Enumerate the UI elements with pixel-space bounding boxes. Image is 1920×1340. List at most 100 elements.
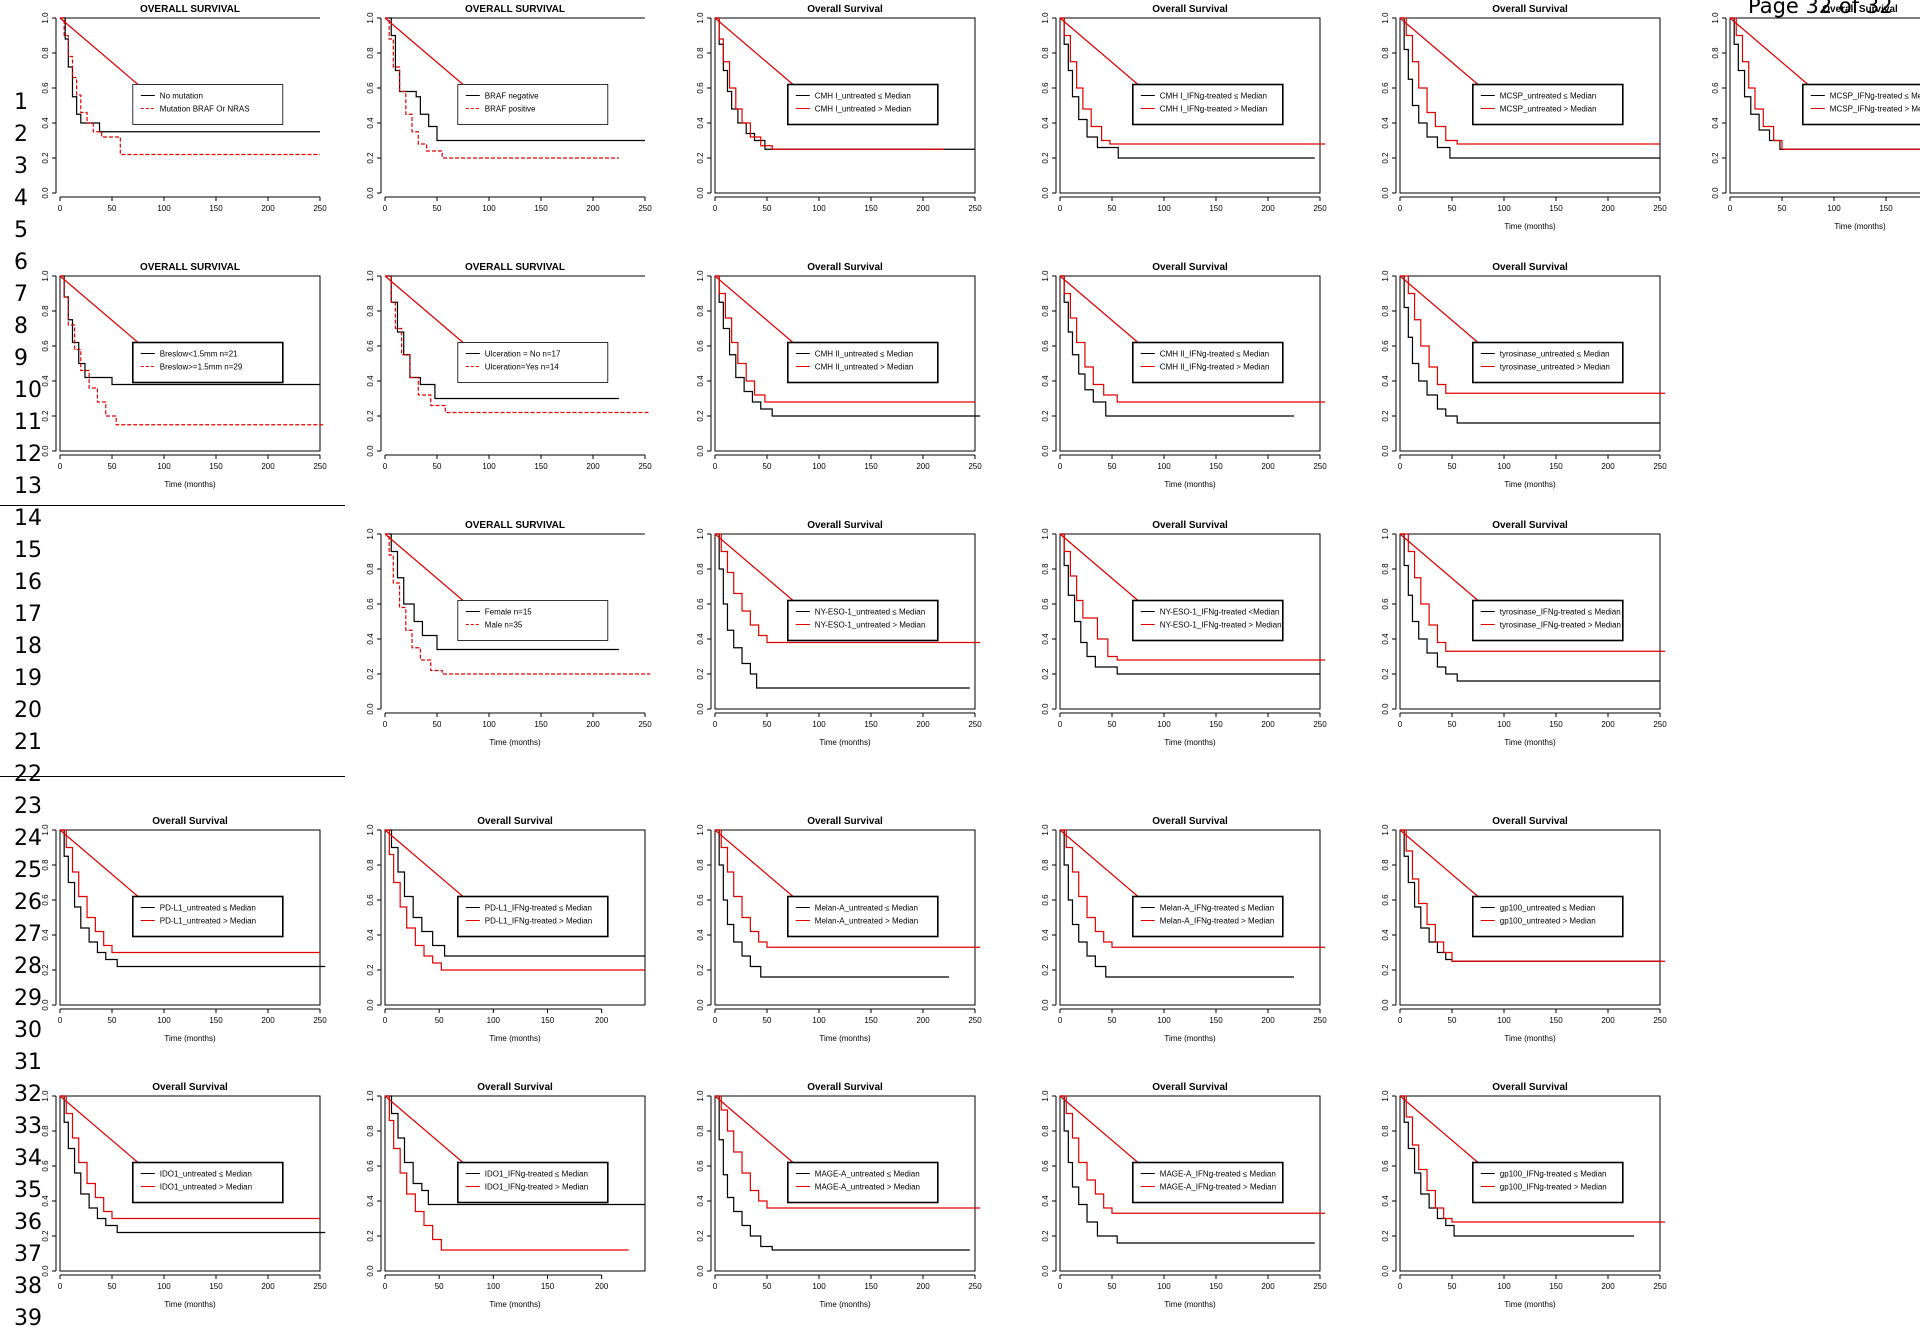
median-guide-line [1059, 829, 1139, 897]
y-tick-label: 0.0 [1041, 1265, 1050, 1277]
x-axis-label: Time (months) [164, 480, 216, 489]
x-tick-label: 0 [58, 1282, 63, 1291]
line-number: 17 [14, 602, 42, 627]
y-tick-label: 0.0 [366, 999, 375, 1011]
x-tick-label: 50 [433, 720, 442, 729]
x-tick-label: 250 [1653, 1282, 1667, 1291]
x-tick-label: 100 [157, 1282, 171, 1291]
survival-chart: Overall Survival 0 50 100 150 200 250 Time (mon… [696, 1082, 982, 1309]
legend-box [787, 895, 939, 938]
y-tick-label: 0.2 [1041, 964, 1050, 976]
line-number: 21 [14, 730, 42, 755]
y-tick-label: 1.0 [1041, 528, 1050, 540]
x-tick-label: 200 [261, 1016, 275, 1025]
legend-label: Melan-A_IFNg-treated > Median [1160, 917, 1275, 926]
plot-frame [1059, 17, 1321, 194]
x-tick-label: 250 [313, 462, 327, 471]
y-tick-label: 0.8 [1041, 47, 1050, 59]
y-tick-label: 0.2 [1381, 152, 1390, 164]
median-guide-line [714, 17, 794, 85]
y-tick-label: 0.2 [41, 410, 50, 422]
x-tick-label: 250 [1313, 720, 1327, 729]
legend-box [1472, 1161, 1624, 1204]
legend-label: gp100_untreated > Median [1500, 917, 1596, 926]
survival-chart: Overall Survival 0 50 100 150 200 250 Time (mon… [1041, 816, 1327, 1043]
survival-curve [715, 533, 970, 689]
x-tick-label: 250 [968, 1016, 982, 1025]
x-tick-label: 150 [864, 204, 878, 213]
plot-frame [714, 533, 976, 710]
x-tick-label: 150 [1209, 462, 1223, 471]
chart-title: Overall Survival [807, 262, 883, 273]
y-tick-label: 0.0 [696, 999, 705, 1011]
chart-title: Overall Survival [152, 816, 228, 827]
legend-label: CMH I_untreated > Median [815, 105, 911, 114]
x-tick-label: 250 [313, 1282, 327, 1291]
line-number: 20 [14, 698, 42, 723]
x-tick-label: 100 [812, 720, 826, 729]
y-tick-label: 0.0 [696, 1265, 705, 1277]
survival-curve [385, 829, 645, 957]
y-tick-label: 1.0 [696, 270, 705, 282]
survival-curve [385, 275, 651, 414]
y-tick-label: 0.8 [1381, 305, 1390, 317]
line-number: 38 [14, 1274, 42, 1299]
y-tick-label: 0.4 [366, 633, 375, 645]
y-tick-label: 0.0 [41, 1265, 50, 1277]
x-tick-label: 250 [968, 462, 982, 471]
plot-frame [1059, 275, 1321, 452]
y-tick-label: 0.4 [1381, 375, 1390, 387]
plot-frame [1399, 17, 1661, 194]
y-tick-label: 1.0 [41, 824, 50, 836]
legend-label: tyrosinase_IFNg-treated ≤ Median [1500, 608, 1621, 617]
survival-chart: Overall Survival 0 50 100 150 200 250 Time (mon… [1381, 4, 1667, 231]
x-tick-label: 150 [1549, 462, 1563, 471]
y-tick-label: 0.6 [41, 1160, 50, 1172]
x-tick-label: 150 [864, 1282, 878, 1291]
legend-label: NY-ESO-1_untreated > Median [815, 621, 926, 630]
line-number: 29 [14, 986, 42, 1011]
x-tick-label: 250 [968, 204, 982, 213]
line-number: 1 [14, 90, 28, 115]
x-axis-label: Time (months) [1504, 222, 1556, 231]
median-guide-line [714, 533, 794, 601]
y-tick-label: 0.4 [366, 117, 375, 129]
line-number: 22 [14, 762, 42, 787]
x-tick-label: 150 [1549, 720, 1563, 729]
y-tick-label: 0.8 [41, 1125, 50, 1137]
survival-curve [1400, 1095, 1666, 1223]
y-tick-label: 0.0 [366, 187, 375, 199]
y-tick-label: 0.8 [366, 305, 375, 317]
plot-frame [59, 275, 321, 452]
y-tick-label: 0.0 [1381, 187, 1390, 199]
x-tick-label: 150 [1209, 1016, 1223, 1025]
x-tick-label: 150 [209, 1282, 223, 1291]
survival-chart: Overall Survival 0 50 100 150 200 250 Time (mon… [1381, 262, 1667, 489]
line-number: 35 [14, 1178, 42, 1203]
y-tick-label: 0.4 [41, 375, 50, 387]
y-tick-label: 0.8 [696, 47, 705, 59]
x-axis-label: Time (months) [1504, 1300, 1556, 1309]
y-tick-label: 1.0 [696, 528, 705, 540]
line-number: 26 [14, 890, 42, 915]
x-tick-label: 200 [261, 1282, 275, 1291]
survival-chart: OVERALL SURVIVAL 0 50 100 150 200 250 Time (mon… [41, 262, 327, 489]
x-tick-label: 200 [916, 462, 930, 471]
line-number: 31 [14, 1050, 42, 1075]
plot-frame [1059, 1095, 1321, 1272]
x-tick-label: 100 [1497, 1282, 1511, 1291]
median-guide-line [59, 829, 139, 897]
line-number: 24 [14, 826, 42, 851]
y-tick-label: 0.4 [696, 929, 705, 941]
x-tick-label: 50 [1108, 1016, 1117, 1025]
survival-curve [385, 17, 645, 142]
legend-box [132, 895, 284, 938]
x-tick-label: 150 [1209, 720, 1223, 729]
divider-rule [0, 776, 345, 777]
survival-curve [1400, 829, 1660, 962]
x-tick-label: 0 [383, 204, 388, 213]
legend-label: tyrosinase_IFNg-treated > Median [1500, 621, 1621, 630]
y-tick-label: 0.8 [1041, 1125, 1050, 1137]
y-tick-label: 1.0 [366, 1090, 375, 1102]
legend-box [1132, 895, 1284, 938]
